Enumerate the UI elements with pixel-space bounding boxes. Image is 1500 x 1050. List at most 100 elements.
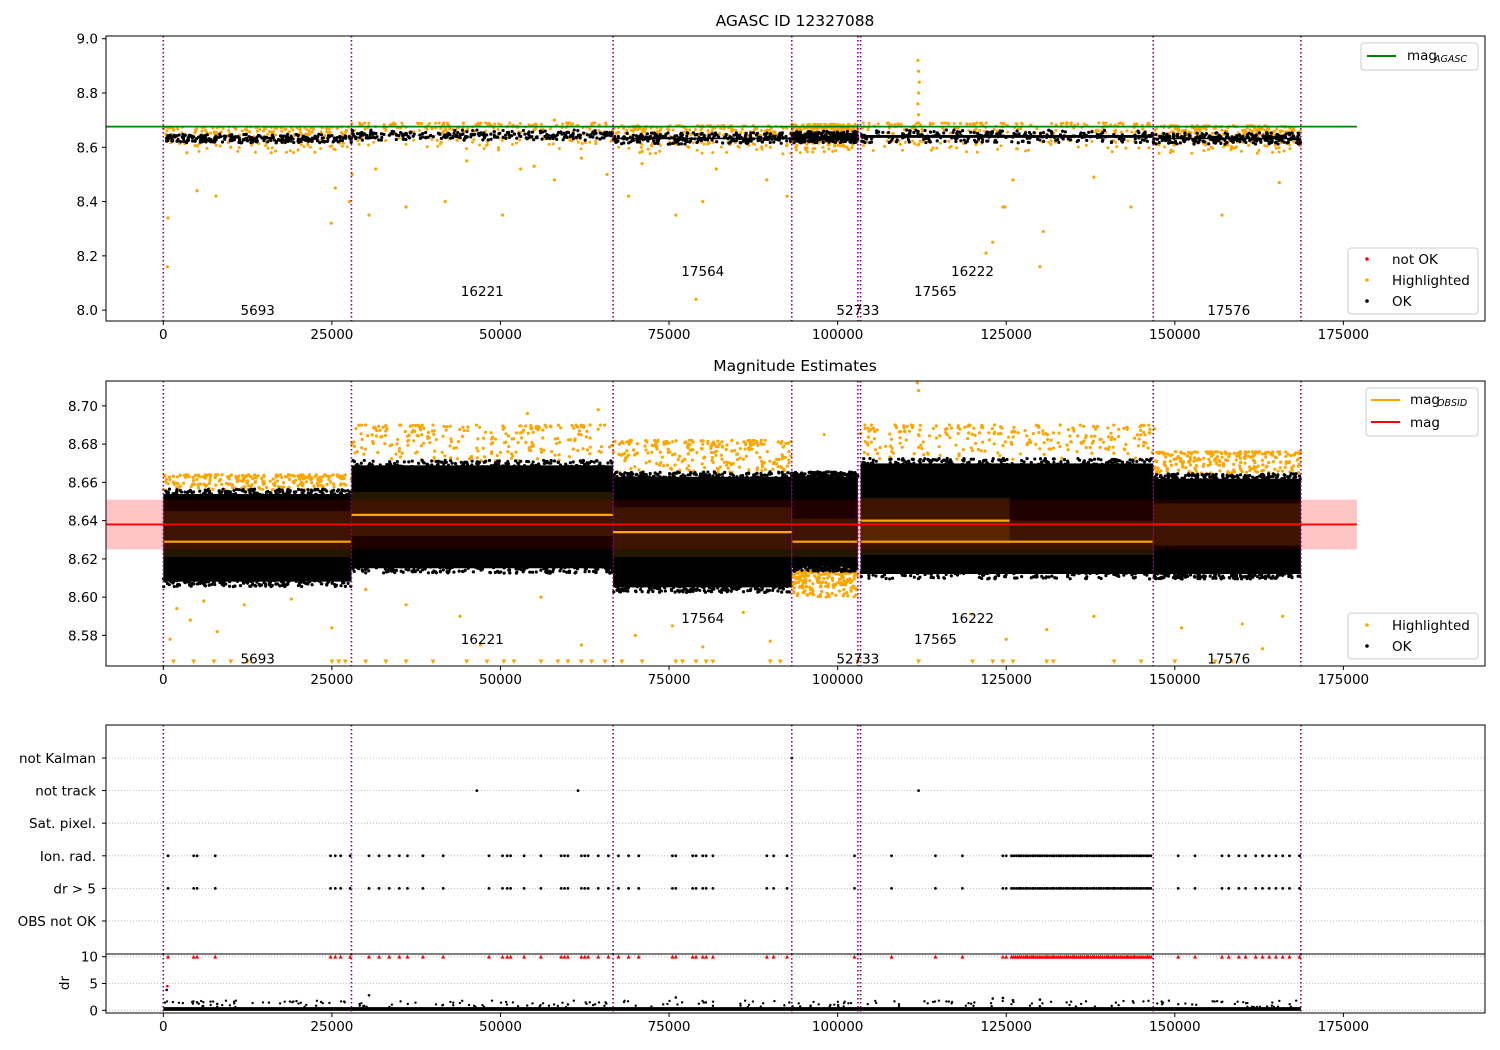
ok-point xyxy=(1164,134,1168,138)
highlighted-point xyxy=(419,444,424,448)
highlighted-point xyxy=(572,426,576,430)
highlighted-point xyxy=(496,146,500,150)
obsid-label: 16222 xyxy=(951,264,994,280)
ok-point xyxy=(722,136,726,140)
highlighted-point xyxy=(945,433,949,437)
ok-point xyxy=(258,134,262,138)
ok-point xyxy=(438,132,442,136)
ok-point xyxy=(345,492,349,497)
ok-point xyxy=(218,132,222,136)
highlighted-point xyxy=(384,138,388,142)
highlighted-point xyxy=(802,569,807,573)
ok-point xyxy=(764,136,768,140)
highlighted-point xyxy=(979,449,983,453)
ok-point xyxy=(259,583,264,587)
highlighted-point xyxy=(671,128,675,132)
highlighted-point xyxy=(660,455,665,459)
ok-point xyxy=(768,140,772,145)
highlighted-point xyxy=(1257,148,1261,152)
highlighted-point xyxy=(404,205,408,209)
highlighted-point xyxy=(1090,140,1094,144)
ok-point xyxy=(254,494,258,498)
ok-point xyxy=(814,137,819,142)
highlighted-point xyxy=(1292,453,1296,457)
ok-point xyxy=(364,136,368,140)
ok-point xyxy=(1017,132,1021,136)
ok-core xyxy=(163,494,352,582)
ok-point xyxy=(466,566,470,570)
ok-point xyxy=(852,141,856,145)
highlighted-point xyxy=(1172,457,1176,461)
ok-point xyxy=(178,488,182,493)
ok-point xyxy=(218,492,222,496)
ok-point xyxy=(231,495,235,499)
highlighted-point xyxy=(940,121,944,125)
highlighted-point xyxy=(760,442,764,446)
ok-point xyxy=(1275,132,1279,137)
highlighted-point xyxy=(258,127,262,131)
highlighted-point xyxy=(1135,433,1140,437)
highlighted-point xyxy=(752,128,756,132)
ok-point xyxy=(360,138,364,142)
highlighted-point xyxy=(400,121,404,125)
highlighted-point xyxy=(1076,122,1080,126)
ok-point xyxy=(222,581,226,585)
highlighted-point xyxy=(403,429,407,434)
highlighted-point xyxy=(247,473,251,477)
highlighted-point xyxy=(774,462,779,466)
ok-point xyxy=(228,491,232,496)
ok-point xyxy=(312,578,317,583)
highlighted-point xyxy=(709,450,714,455)
ok-point xyxy=(886,130,891,135)
highlighted-point xyxy=(999,432,1003,436)
ok-point xyxy=(410,564,414,569)
highlighted-point xyxy=(495,453,499,458)
highlighted-point xyxy=(485,142,489,146)
ok-point xyxy=(289,578,294,582)
ok-point xyxy=(944,128,948,132)
highlighted-point xyxy=(999,425,1003,429)
highlighted-point xyxy=(1222,145,1226,149)
highlighted-point xyxy=(845,591,849,595)
highlighted-point xyxy=(1106,146,1110,150)
y-tick-label: 8.4 xyxy=(77,195,98,211)
ok-point xyxy=(1201,139,1205,143)
ok-point xyxy=(935,139,939,143)
highlighted-point xyxy=(768,128,772,132)
highlighted-point xyxy=(955,146,959,150)
ok-point xyxy=(445,135,449,139)
ok-point xyxy=(772,140,776,144)
ok-point xyxy=(335,136,339,140)
highlighted-point xyxy=(808,579,812,583)
ok-point xyxy=(1213,139,1217,143)
highlighted-point xyxy=(888,432,892,436)
highlighted-point xyxy=(455,457,460,461)
highlighted-point xyxy=(1125,427,1129,432)
highlighted-point xyxy=(509,456,514,460)
highlighted-point xyxy=(640,142,644,146)
highlighted-point xyxy=(755,439,759,444)
highlighted-point xyxy=(816,594,820,599)
highlighted-point xyxy=(661,464,666,468)
highlighted-point xyxy=(426,430,431,435)
ok-point xyxy=(358,135,362,140)
highlighted-point xyxy=(474,423,479,427)
ok-point xyxy=(534,463,538,467)
highlighted-point xyxy=(421,441,426,445)
highlighted-point xyxy=(443,199,447,204)
ok-point xyxy=(254,491,258,495)
highlighted-point xyxy=(1109,431,1113,435)
ok-point xyxy=(1137,136,1141,140)
highlighted-point xyxy=(785,464,789,468)
ok-point xyxy=(1144,136,1148,140)
highlighted-point xyxy=(1025,443,1029,447)
highlighted-point xyxy=(1044,431,1048,436)
highlighted-point xyxy=(716,445,720,449)
ok-point xyxy=(264,490,269,495)
ok-point xyxy=(262,581,266,585)
highlighted-point xyxy=(1038,265,1042,269)
ok-point xyxy=(1099,135,1103,139)
highlighted-point xyxy=(242,476,246,480)
ok-point xyxy=(207,139,212,143)
highlighted-point xyxy=(466,429,470,433)
